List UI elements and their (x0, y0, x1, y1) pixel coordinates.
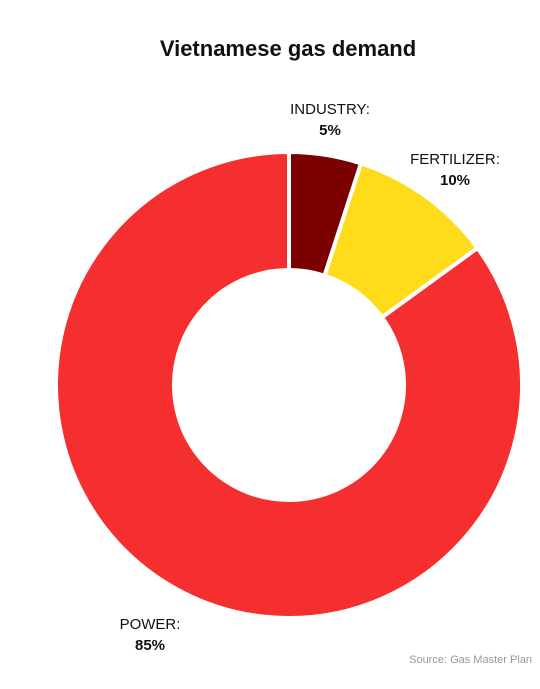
segment-label: INDUSTRY: (290, 101, 370, 118)
segment-value: 85% (135, 637, 165, 654)
segment-value: 5% (319, 122, 341, 139)
segment-label: POWER: (120, 616, 181, 633)
donut-segment (54, 149, 524, 620)
segment-value: 10% (440, 172, 470, 189)
segment-label: FERTILIZER: (410, 151, 500, 168)
chart-title: Vietnamese gas demand (160, 36, 416, 61)
source-note: Source: Gas Master Plan (409, 654, 532, 666)
